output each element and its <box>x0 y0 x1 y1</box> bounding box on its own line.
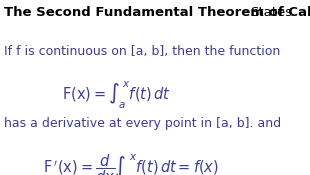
Text: The Second Fundamental Theorem of Calculus: The Second Fundamental Theorem of Calcul… <box>4 6 310 19</box>
Text: has a derivative at every point in [a, b]. and: has a derivative at every point in [a, b… <box>4 117 281 130</box>
Text: States: States <box>250 6 293 19</box>
Text: $\mathrm{F(x)} = \int_a^{\,x} f(t)\, dt$: $\mathrm{F(x)} = \int_a^{\,x} f(t)\, dt$ <box>62 80 171 111</box>
Text: If f is continuous on [a, b], then the function: If f is continuous on [a, b], then the f… <box>4 46 280 58</box>
Text: $\mathrm{F\,'}\mathrm{(x)} = \dfrac{d}{dx}\int_a^{\,x} f(t)\, dt = f(x)$: $\mathrm{F\,'}\mathrm{(x)} = \dfrac{d}{d… <box>43 152 219 175</box>
